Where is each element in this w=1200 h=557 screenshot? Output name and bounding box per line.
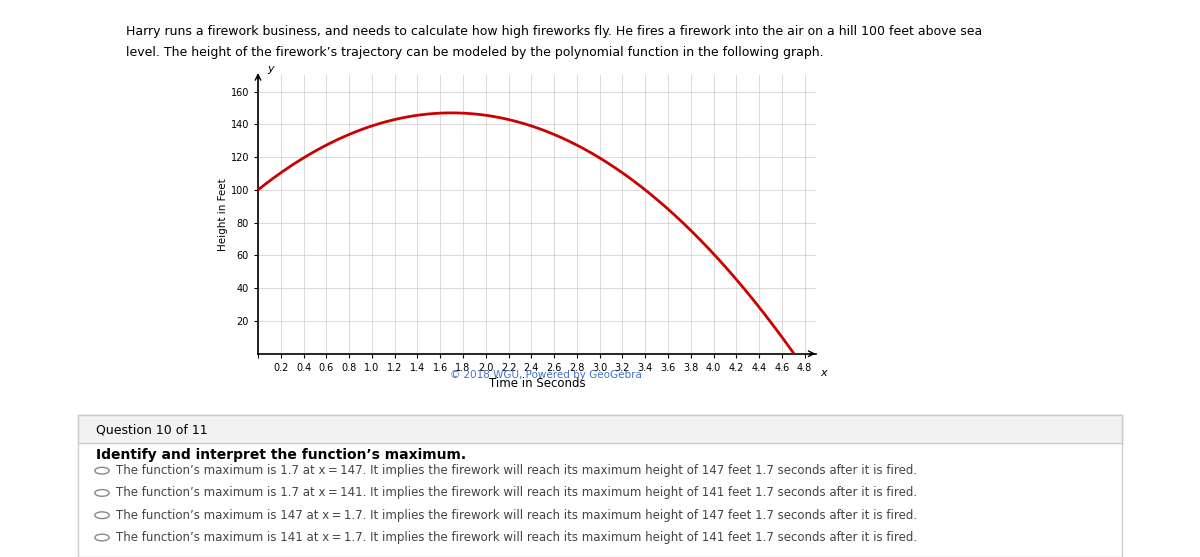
Text: Harry runs a firework business, and needs to calculate how high fireworks fly. H: Harry runs a firework business, and need… [126, 25, 983, 38]
Text: The function’s maximum is 1.7 at x = 141. It implies the firework will reach its: The function’s maximum is 1.7 at x = 141… [116, 486, 918, 500]
Text: The function’s maximum is 1.7 at x = 147. It implies the firework will reach its: The function’s maximum is 1.7 at x = 147… [116, 464, 918, 477]
Text: © 2018 WGU, Powered by GeoGebra: © 2018 WGU, Powered by GeoGebra [450, 370, 642, 380]
Text: y: y [268, 63, 274, 74]
Text: Identify and interpret the function’s maximum.: Identify and interpret the function’s ma… [96, 448, 466, 462]
X-axis label: Time in Seconds: Time in Seconds [488, 377, 586, 390]
Text: The function’s maximum is 141 at x = 1.7. It implies the firework will reach its: The function’s maximum is 141 at x = 1.7… [116, 531, 918, 544]
Text: x: x [821, 368, 827, 378]
Text: level. The height of the firework’s trajectory can be modeled by the polynomial : level. The height of the firework’s traj… [126, 46, 823, 58]
Text: The function’s maximum is 147 at x = 1.7. It implies the firework will reach its: The function’s maximum is 147 at x = 1.7… [116, 509, 918, 522]
Y-axis label: Height in Feet: Height in Feet [217, 178, 228, 251]
Text: Question 10 of 11: Question 10 of 11 [96, 423, 208, 437]
